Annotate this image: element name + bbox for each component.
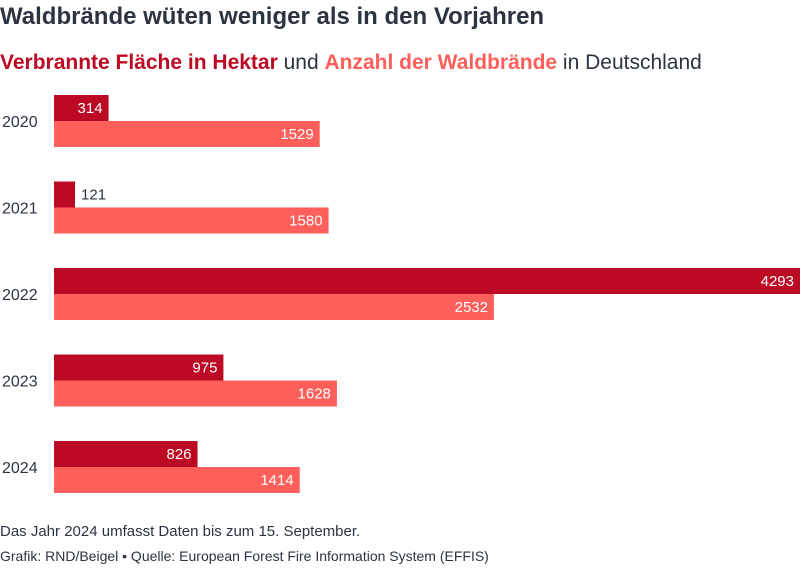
value-label: 1580 bbox=[289, 213, 322, 230]
subtitle-joiner: und bbox=[277, 51, 325, 74]
value-label: 975 bbox=[192, 360, 217, 377]
bar-chart: 2020 314 1529 2021 121 1580 2022 4293 2532 2023 97… bbox=[2, 95, 800, 493]
bar-count bbox=[54, 121, 320, 147]
value-label: 314 bbox=[78, 100, 103, 117]
subtitle-suffix: in Deutschland bbox=[557, 51, 702, 74]
value-label: 1414 bbox=[260, 472, 293, 489]
value-label: 1529 bbox=[280, 126, 313, 143]
legend-series-area: Verbrannte Fläche in Hektar bbox=[0, 51, 278, 74]
bar-count bbox=[54, 380, 337, 407]
year-label: 2020 bbox=[2, 114, 38, 131]
bar-area bbox=[54, 95, 109, 121]
value-label: 1628 bbox=[298, 386, 331, 403]
bar-area bbox=[54, 441, 198, 467]
value-label: 121 bbox=[81, 187, 106, 204]
year-label: 2022 bbox=[2, 287, 38, 304]
bar-area bbox=[54, 354, 224, 381]
bar-count bbox=[54, 294, 494, 320]
footnote: Das Jahr 2024 umfasst Daten bis zum 15. … bbox=[0, 523, 361, 540]
legend-series-count: Anzahl der Waldbrände bbox=[324, 51, 558, 74]
source-credit: Grafik: RND/Beigel • Quelle: European Fo… bbox=[0, 548, 489, 564]
value-label: 826 bbox=[167, 446, 192, 463]
bar-count bbox=[54, 467, 300, 493]
chart-title: Waldbrände wüten weniger als in den Vorj… bbox=[0, 3, 545, 30]
bar-count bbox=[54, 207, 329, 234]
year-label: 2024 bbox=[2, 460, 38, 477]
bar-area bbox=[54, 268, 800, 294]
value-label: 4293 bbox=[761, 273, 794, 290]
bar-area bbox=[54, 181, 76, 208]
year-label: 2021 bbox=[2, 201, 38, 218]
year-label: 2023 bbox=[2, 374, 38, 391]
value-label: 2532 bbox=[455, 299, 488, 316]
chart-subtitle: Verbrannte Fläche in Hektar und Anzahl d… bbox=[0, 51, 702, 75]
